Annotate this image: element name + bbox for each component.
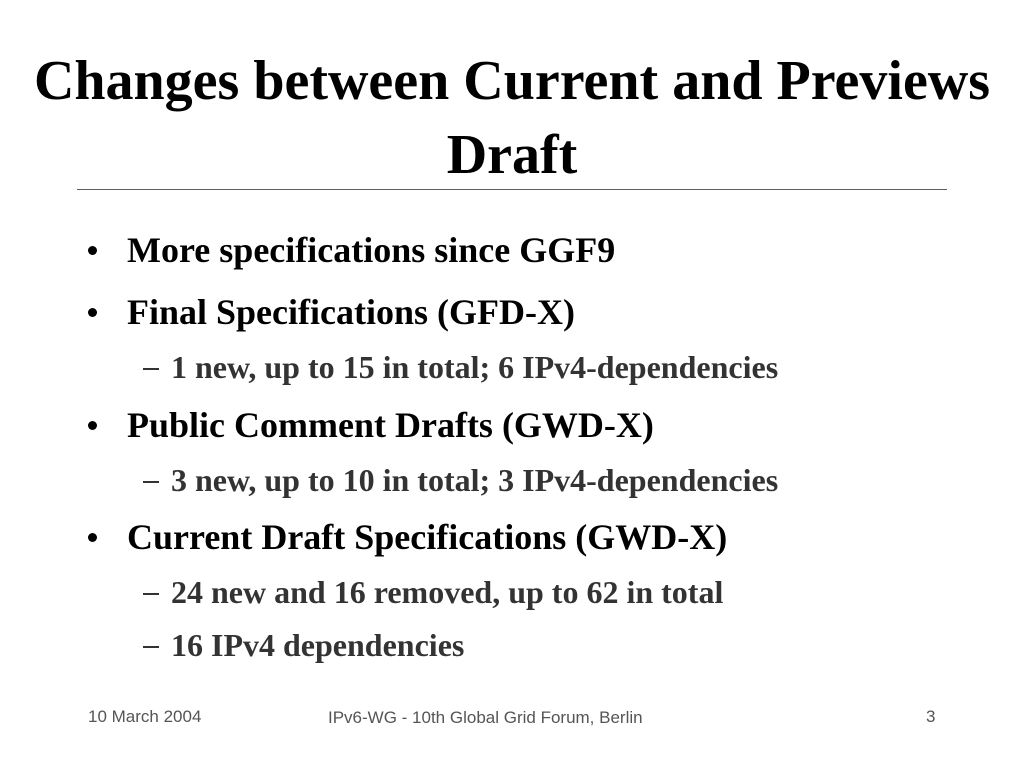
bullet-text: More specifications since GGF9	[127, 230, 616, 270]
bullet	[88, 421, 97, 430]
sub-bullet-text: 24 new and 16 removed, up to 62 in total	[171, 574, 724, 610]
sub-dash	[143, 646, 159, 648]
bullet-text: Public Comment Drafts (GWD-X)	[127, 405, 654, 445]
footer-center: IPv6-WG - 10th Global Grid Forum, Berlin	[328, 708, 643, 727]
bullet-text: Final Specifications (GFD-X)	[127, 292, 575, 332]
title-rule	[77, 189, 947, 190]
slide-title: Changes between Current and Previews Dra…	[33, 50, 991, 186]
bullet-text: Current Draft Specifications (GWD-X)	[127, 517, 728, 557]
bullet	[88, 533, 97, 542]
sub-dash	[143, 368, 159, 370]
page-number: 3	[926, 707, 936, 726]
sub-bullet-text: 1 new, up to 15 in total; 6 IPv4-depende…	[171, 349, 779, 385]
sub-bullet-text: 3 new, up to 10 in total; 3 IPv4-depende…	[171, 462, 779, 498]
sub-bullet-text: 16 IPv4 dependencies	[171, 627, 465, 663]
footer-date: 10 March 2004	[88, 707, 202, 726]
bullet	[88, 308, 97, 317]
sub-dash	[143, 593, 159, 595]
sub-dash	[143, 481, 159, 483]
bullet	[88, 246, 97, 255]
